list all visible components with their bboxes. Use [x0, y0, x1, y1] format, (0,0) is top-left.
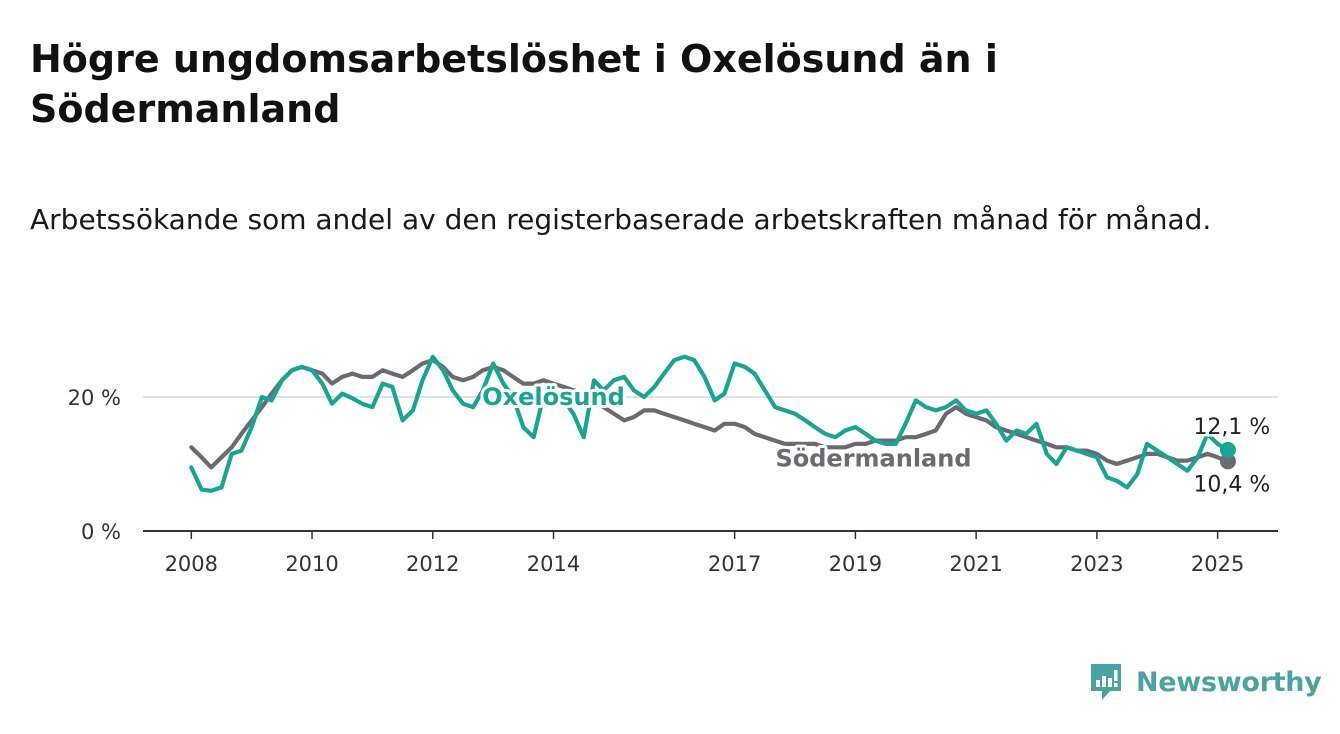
chart-title: Högre ungdomsarbetslöshet i Oxelösund än…: [30, 37, 998, 131]
line-chart: 0 % 20 % 2008 2010 2012 2014 2017 2019 2021 2023…: [68, 354, 1278, 576]
x-axis-ticks: 2008 2010 2012 2014 2017 2019 2021 2023 2025: [165, 531, 1244, 576]
newsworthy-logo-icon: [1091, 664, 1121, 700]
x-tick-label: 2012: [406, 552, 459, 576]
end-point-södermanland: [1219, 453, 1236, 470]
brand-name: Newsworthy: [1136, 666, 1322, 698]
chart-subtitle: Arbetssökande som andel av den registerb…: [30, 203, 1212, 236]
end-point-oxelösund: [1219, 441, 1236, 458]
series-lines: [189, 354, 1236, 493]
y-axis-ticks: 0 % 20 %: [68, 386, 121, 544]
series-label: Oxelösund: [482, 383, 625, 411]
series-line-oxelösund: [189, 354, 1230, 493]
x-tick-label: 2008: [165, 552, 218, 576]
y-tick-label: 20 %: [68, 386, 121, 410]
x-tick-label: 2025: [1191, 552, 1244, 576]
series-line-södermanland: [189, 358, 1230, 470]
x-tick-label: 2019: [829, 552, 882, 576]
end-value-label: 12,1 %: [1193, 415, 1270, 440]
x-tick-label: 2010: [285, 552, 338, 576]
x-tick-label: 2023: [1070, 552, 1123, 576]
series-labels: Oxelösund Södermanland 12,1 % 10,4 %: [479, 380, 1273, 500]
y-tick-label: 0 %: [81, 520, 121, 544]
x-tick-label: 2021: [949, 552, 1002, 576]
end-value-label: 10,4 %: [1193, 472, 1270, 497]
x-tick-label: 2017: [708, 552, 761, 576]
brand-logo: Newsworthy: [1088, 660, 1322, 704]
x-tick-label: 2014: [527, 552, 580, 576]
series-label: Södermanland: [775, 445, 971, 473]
